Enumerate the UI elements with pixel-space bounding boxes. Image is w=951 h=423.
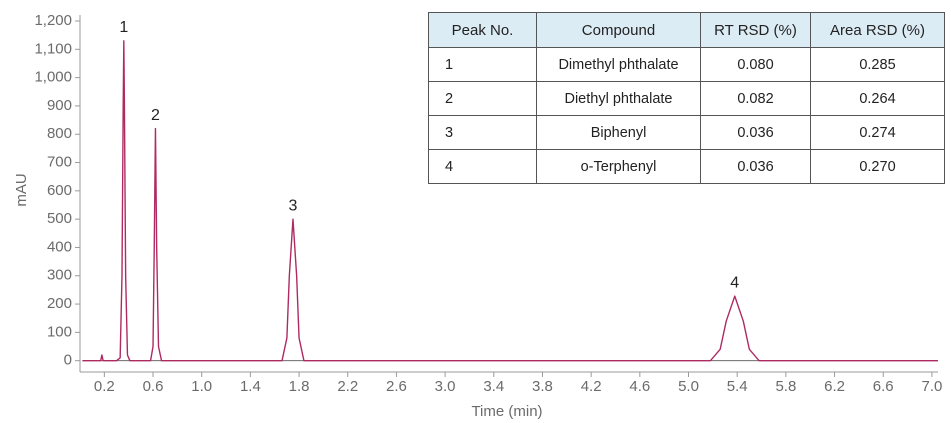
table-cell: 3 xyxy=(428,115,537,150)
y-tick-label: 100 xyxy=(47,323,72,340)
results-table: Peak No. Compound RT RSD (%) Area RSD (%) 1 D… xyxy=(428,12,945,184)
table-row: 1 Dimethyl phthalate 0.080 0.285 xyxy=(428,47,945,82)
y-tick-label: 1,000 xyxy=(34,69,72,86)
table-cell: 1 xyxy=(428,47,537,82)
x-tick-label: 5.0 xyxy=(678,378,699,395)
y-tick-label: 200 xyxy=(47,295,72,312)
y-tick-label: 400 xyxy=(47,238,72,255)
peak-label: 2 xyxy=(151,107,160,124)
x-tick-label: 2.2 xyxy=(337,378,358,395)
x-tick-label: 3.4 xyxy=(483,378,504,395)
x-tick-label: 2.6 xyxy=(386,378,407,395)
x-axis-label: Time (min) xyxy=(471,403,542,420)
table-body: 1 Dimethyl phthalate 0.080 0.285 2 Diethyl ph… xyxy=(428,47,945,184)
table-cell: 0.036 xyxy=(700,115,811,150)
header-cell: RT RSD (%) xyxy=(700,12,811,48)
table-cell: 0.082 xyxy=(700,81,811,116)
peak-label: 1 xyxy=(119,19,128,36)
trace xyxy=(82,40,938,362)
table-cell: o-Terphenyl xyxy=(536,149,701,184)
x-tick-label: 4.6 xyxy=(629,378,650,395)
x-tick-label: 0.2 xyxy=(94,378,115,395)
y-tick-label: 700 xyxy=(47,154,72,171)
x-tick-label: 5.8 xyxy=(775,378,796,395)
y-tick-label: 600 xyxy=(47,182,72,199)
peak-label: 3 xyxy=(289,197,298,214)
y-axis-label: mAU xyxy=(13,173,30,206)
y-tick-label: 800 xyxy=(47,125,72,142)
header-cell: Peak No. xyxy=(428,12,537,48)
y-tick-label: 300 xyxy=(47,267,72,284)
x-tick-label: 3.8 xyxy=(532,378,553,395)
table-cell: 0.274 xyxy=(810,115,945,150)
x-tick-label: 4.2 xyxy=(581,378,602,395)
x-tick-label: 6.2 xyxy=(824,378,845,395)
table-cell: 2 xyxy=(428,81,537,116)
y-tick-label: 500 xyxy=(47,210,72,227)
x-tick-label: 0.6 xyxy=(143,378,164,395)
table-cell: 0.264 xyxy=(810,81,945,116)
y-tick-label: 900 xyxy=(47,97,72,114)
table-cell: Diethyl phthalate xyxy=(536,81,701,116)
header-cell: Area RSD (%) xyxy=(810,12,945,48)
x-tick-label: 6.6 xyxy=(873,378,894,395)
y-tick-label: 1,200 xyxy=(34,12,72,29)
table-row: 4 o-Terphenyl 0.036 0.270 xyxy=(428,149,945,184)
x-tick-label: 5.4 xyxy=(727,378,748,395)
table-cell: 0.270 xyxy=(810,149,945,184)
table-cell: Dimethyl phthalate xyxy=(536,47,701,82)
table-cell: 0.285 xyxy=(810,47,945,82)
peak-label: 4 xyxy=(730,274,739,291)
table-cell: 0.080 xyxy=(700,47,811,82)
table-header: Peak No. Compound RT RSD (%) Area RSD (%) xyxy=(428,12,945,48)
x-tick-label: 1.0 xyxy=(191,378,212,395)
table-row: 2 Diethyl phthalate 0.082 0.264 xyxy=(428,81,945,116)
x-tick-label: 3.0 xyxy=(435,378,456,395)
table-cell: Biphenyl xyxy=(536,115,701,150)
x-tick-label: 1.4 xyxy=(240,378,261,395)
table-cell: 4 xyxy=(428,149,537,184)
x-tick-label: 1.8 xyxy=(289,378,310,395)
table-cell: 0.036 xyxy=(700,149,811,184)
y-tick-label: 1,100 xyxy=(34,40,72,57)
table-row: 3 Biphenyl 0.036 0.274 xyxy=(428,115,945,150)
y-tick-label: 0 xyxy=(64,352,72,369)
header-cell: Compound xyxy=(536,12,701,48)
x-tick-label: 7.0 xyxy=(921,378,942,395)
